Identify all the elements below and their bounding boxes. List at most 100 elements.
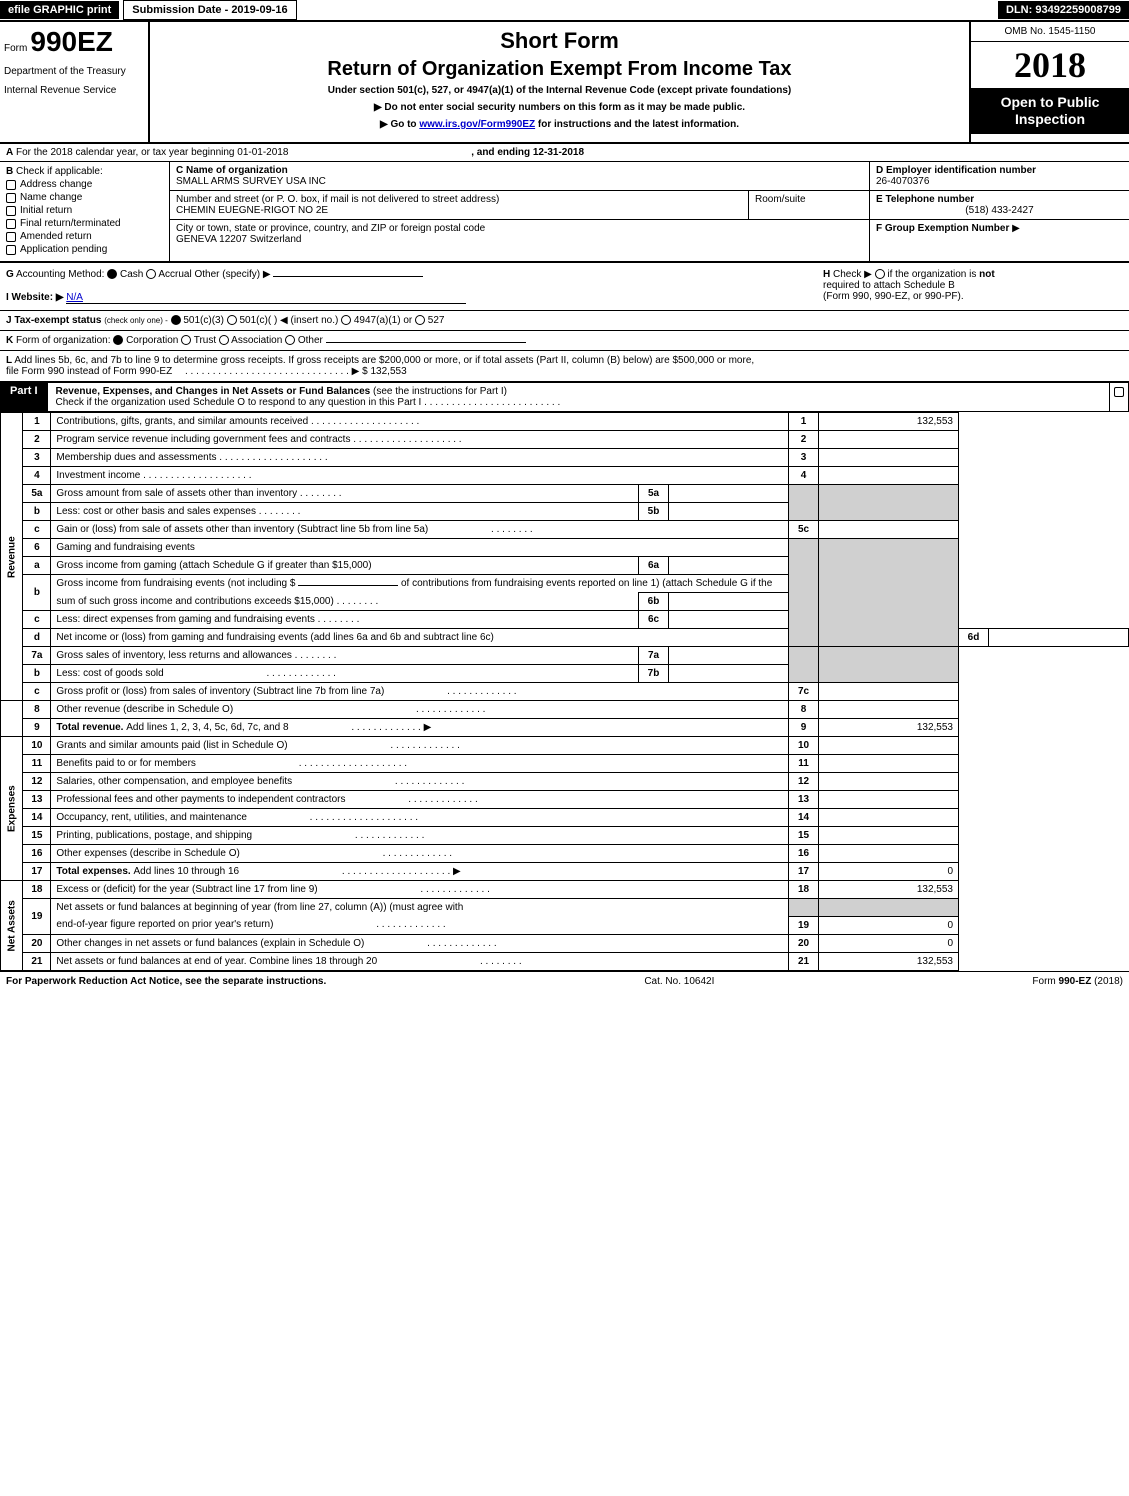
chk-address-change[interactable]: Address change [6, 179, 163, 190]
chk-amended-return[interactable]: Amended return [6, 231, 163, 242]
website-link[interactable]: N/A [66, 292, 466, 304]
chk-application-pending[interactable]: Application pending [6, 244, 163, 255]
header-left: Form 990EZ Department of the Treasury In… [0, 22, 150, 142]
shaded-cell [789, 647, 819, 683]
line-desc: Total expenses. Add lines 10 through 16 … [51, 863, 789, 881]
line-rnum: 17 [789, 863, 819, 881]
line-desc: Gaming and fundraising events [51, 539, 789, 557]
col-d: D Employer identification number 26-4070… [869, 162, 1129, 261]
chk-name-change[interactable]: Name change [6, 192, 163, 203]
mid-val [669, 593, 789, 611]
checkbox-icon [6, 206, 16, 216]
line-num: 9 [23, 719, 51, 737]
group-box: F Group Exemption Number ▶ [870, 220, 1129, 237]
form-number: 990EZ [30, 26, 113, 57]
radio-4947-icon[interactable] [341, 315, 351, 325]
submission-date: Submission Date - 2019-09-16 [123, 0, 296, 20]
line-desc: Gross income from gaming (attach Schedul… [51, 557, 639, 575]
table-row: 21 Net assets or fund balances at end of… [1, 952, 1129, 970]
h-text3: required to attach Schedule B [823, 280, 1123, 291]
dots [140, 470, 251, 481]
h-label: H [823, 269, 830, 280]
line-rval [819, 809, 959, 827]
efile-print-button[interactable]: efile GRAPHIC print [0, 1, 119, 19]
radio-other-icon[interactable] [285, 335, 295, 345]
desc-text: Net assets or fund balances at end of ye… [56, 956, 377, 967]
desc-text: Less: direct expenses from gaming and fu… [56, 614, 314, 625]
radio-cash-icon[interactable] [107, 269, 117, 279]
radio-accrual-icon[interactable] [146, 269, 156, 279]
dots [264, 668, 336, 679]
shaded-cell [789, 485, 819, 521]
section-a-text2: , and ending 12-31-2018 [471, 147, 584, 158]
line-desc: Excess or (deficit) for the year (Subtra… [51, 881, 789, 899]
desc-text: Grants and similar amounts paid (list in… [56, 740, 287, 751]
l-text1: Add lines 5b, 6c, and 7b to line 9 to de… [14, 355, 754, 366]
dots [413, 704, 485, 715]
line-rnum: 1 [789, 413, 819, 431]
org-name: SMALL ARMS SURVEY USA INC [176, 176, 863, 187]
radio-501c-icon[interactable] [227, 315, 237, 325]
chk-label: Name change [20, 192, 82, 203]
dots [418, 884, 490, 895]
part1-check-text: Check if the organization used Schedule … [56, 397, 422, 408]
footer-right: Form 990-EZ (2018) [1032, 976, 1123, 987]
radio-501c3-icon[interactable] [171, 315, 181, 325]
blank-input[interactable] [298, 585, 398, 586]
line-rnum: 16 [789, 845, 819, 863]
footer-right-text: Form [1032, 976, 1058, 987]
part1-dots: . . . . . . . . . . . . . . . . . . . . … [424, 397, 560, 408]
line-desc: Contributions, gifts, grants, and simila… [51, 413, 789, 431]
line-num: 3 [23, 449, 51, 467]
radio-corp-icon[interactable] [113, 335, 123, 345]
addr-label: Number and street (or P. O. box, if mail… [176, 194, 742, 205]
j-opt2: 4947(a)(1) or [354, 315, 412, 326]
arrow-text-1: ▶ Do not enter social security numbers o… [160, 102, 959, 113]
line-rval [819, 845, 959, 863]
g-accrual: Accrual [158, 269, 191, 280]
line-rnum: 4 [789, 467, 819, 485]
radio-trust-icon[interactable] [181, 335, 191, 345]
table-row: d Net income or (loss) from gaming and f… [1, 629, 1129, 647]
line-rval: 132,553 [819, 413, 959, 431]
line-desc: Occupancy, rent, utilities, and maintena… [51, 809, 789, 827]
section-a-text1: For the 2018 calendar year, or tax year … [16, 147, 288, 158]
chk-initial-return[interactable]: Initial return [6, 205, 163, 216]
radio-h-icon[interactable] [875, 269, 885, 279]
topbar: efile GRAPHIC print Submission Date - 20… [0, 0, 1129, 22]
open-public-line2: Inspection [975, 111, 1125, 128]
line-desc: Salaries, other compensation, and employ… [51, 773, 789, 791]
mid-num: 5a [639, 485, 669, 503]
chk-label: Initial return [20, 205, 72, 216]
desc-text: Gross profit or (loss) from sales of inv… [56, 686, 384, 697]
k-other-input[interactable] [326, 342, 526, 343]
b-check-label: Check if applicable: [16, 166, 103, 177]
addr-box: Number and street (or P. O. box, if mail… [170, 191, 749, 220]
part1-title: Revenue, Expenses, and Changes in Net As… [56, 386, 371, 397]
radio-assoc-icon[interactable] [219, 335, 229, 345]
radio-527-icon[interactable] [415, 315, 425, 325]
k-opt2: Association [231, 335, 282, 346]
line-num: 1 [23, 413, 51, 431]
part1-checkbox[interactable] [1109, 382, 1129, 412]
topbar-left: efile GRAPHIC print Submission Date - 20… [0, 0, 297, 20]
line-rnum: 7c [789, 683, 819, 701]
line-desc: Program service revenue including govern… [51, 431, 789, 449]
irs-link[interactable]: www.irs.gov/Form990EZ [419, 119, 535, 130]
chk-final-return[interactable]: Final return/terminated [6, 218, 163, 229]
b-label: B [6, 166, 13, 177]
mid-val [669, 665, 789, 683]
table-row: 15 Printing, publications, postage, and … [1, 827, 1129, 845]
g-other-input[interactable] [273, 276, 423, 277]
room-box: Room/suite [749, 191, 869, 220]
mid-val [669, 485, 789, 503]
line-rval: 0 [819, 916, 959, 934]
shaded-cell [789, 899, 819, 917]
chk-label: Address change [20, 179, 92, 190]
dots [307, 812, 418, 823]
line-num: 8 [23, 701, 51, 719]
line-desc: Gain or (loss) from sale of assets other… [51, 521, 789, 539]
desc-text2: Add lines 10 through 16 [133, 866, 239, 877]
line-rval [819, 737, 959, 755]
row-gh: G Accounting Method: Cash Accrual Other … [0, 263, 1129, 311]
